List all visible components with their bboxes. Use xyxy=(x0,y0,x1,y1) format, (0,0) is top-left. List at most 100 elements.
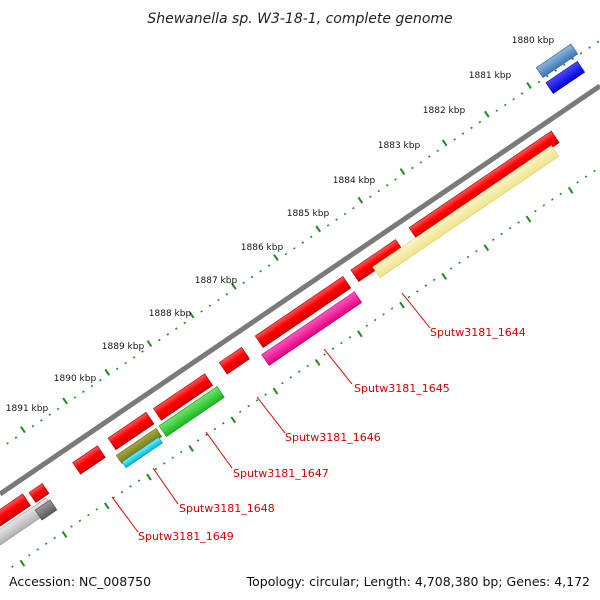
minor-tick xyxy=(520,92,524,95)
leader-line xyxy=(401,292,431,329)
minor-tick xyxy=(284,252,288,256)
minor-tick xyxy=(264,393,267,396)
minor-tick xyxy=(238,410,242,414)
minor-tick xyxy=(508,227,512,230)
gene-sputw3181-1644 xyxy=(408,130,560,240)
minor-tick xyxy=(44,542,48,545)
minor-tick xyxy=(250,275,254,279)
gene-label[interactable]: Sputw3181_1646 xyxy=(285,431,381,444)
minor-tick xyxy=(70,525,73,528)
minor-tick xyxy=(579,52,583,55)
leader-line xyxy=(111,496,139,533)
minor-tick xyxy=(475,249,478,253)
major-tick xyxy=(230,416,237,424)
minor-tick xyxy=(183,321,186,325)
minor-tick xyxy=(390,307,394,310)
gene-labels: Sputw3181_1644 Sputw3181_1645 Sputw3181_… xyxy=(138,326,526,543)
gene-label[interactable]: Sputw3181_1644 xyxy=(430,326,526,339)
leader-line xyxy=(323,348,353,385)
gene-feature xyxy=(372,145,560,279)
gene-label[interactable]: Sputw3181_1645 xyxy=(354,382,450,395)
gene-label[interactable]: Sputw3181_1649 xyxy=(138,530,234,543)
minor-tick xyxy=(222,422,225,425)
minor-tick xyxy=(112,496,115,500)
major-tick xyxy=(315,225,321,233)
tick-label: 1888 kbp xyxy=(149,309,192,319)
minor-tick xyxy=(394,178,397,181)
minor-tick xyxy=(301,241,305,244)
minor-tick xyxy=(495,109,499,112)
topology-text: Topology: circular; Length: 4,708,380 bp… xyxy=(246,574,590,589)
major-tick xyxy=(567,186,574,194)
minor-tick xyxy=(365,324,369,327)
minor-tick xyxy=(28,553,31,557)
major-tick xyxy=(230,282,237,290)
gene-feature xyxy=(218,346,250,375)
minor-tick xyxy=(348,336,352,339)
gene-feature xyxy=(261,291,363,366)
minor-tick xyxy=(242,281,246,284)
minor-tick xyxy=(213,427,217,431)
outer-tick-ring xyxy=(6,40,600,445)
minor-tick xyxy=(40,419,43,422)
gene-feature xyxy=(34,499,58,521)
gene-feature xyxy=(121,436,163,469)
tick-label: 1886 kbp xyxy=(241,243,284,253)
tick-label: 1880 kbp xyxy=(512,36,555,46)
minor-tick xyxy=(129,485,132,488)
minor-tick xyxy=(500,232,503,236)
minor-tick xyxy=(267,264,271,267)
major-tick xyxy=(61,531,68,538)
minor-tick xyxy=(424,284,428,287)
minor-tick xyxy=(563,63,566,67)
minor-tick xyxy=(584,175,588,178)
major-tick xyxy=(399,168,406,175)
minor-tick xyxy=(99,379,102,382)
gene-feature xyxy=(158,386,225,438)
major-tick xyxy=(483,244,490,252)
major-tick xyxy=(188,311,195,319)
minor-tick xyxy=(593,169,596,173)
gene-feature xyxy=(254,276,352,348)
minor-tick xyxy=(512,97,515,101)
major-tick xyxy=(357,196,364,204)
minor-tick xyxy=(90,384,94,388)
tick-label: 1890 kbp xyxy=(54,374,97,384)
minor-tick xyxy=(326,224,330,227)
major-tick xyxy=(272,387,279,395)
tick-label: 1891 kbp xyxy=(6,404,49,414)
major-tick xyxy=(62,397,68,405)
gene-feature xyxy=(0,493,31,529)
minor-tick xyxy=(466,255,470,259)
minor-tick xyxy=(419,161,423,164)
major-tick xyxy=(103,502,110,510)
gene-feature xyxy=(153,373,213,421)
gene-label[interactable]: Sputw3181_1648 xyxy=(179,502,275,515)
major-tick xyxy=(273,254,279,262)
map-title: Shewanella sp. W3-18-1, complete genome xyxy=(147,11,452,27)
minor-tick xyxy=(453,138,456,141)
major-tick xyxy=(104,368,111,376)
minor-tick xyxy=(200,310,203,313)
minor-tick xyxy=(56,407,60,411)
minor-tick xyxy=(449,267,453,270)
minor-tick xyxy=(503,103,507,107)
tick-label: 1883 kbp xyxy=(378,141,421,151)
tick-label: 1887 kbp xyxy=(195,276,238,286)
minor-tick xyxy=(293,247,296,250)
gene-label[interactable]: Sputw3181_1647 xyxy=(233,467,329,480)
major-tick xyxy=(146,473,152,481)
major-tick xyxy=(441,272,447,280)
minor-tick xyxy=(95,508,99,511)
minor-tick xyxy=(87,513,90,517)
minor-tick xyxy=(6,442,9,445)
leader-line xyxy=(256,396,286,434)
tick-labels: 1880 kbp 1881 kbp 1882 kbp 1883 kbp 1884 kbp… xyxy=(6,36,555,414)
minor-tick xyxy=(281,381,284,385)
minor-tick xyxy=(141,350,144,353)
minor-tick xyxy=(78,519,82,523)
leader-line xyxy=(152,467,179,505)
minor-tick xyxy=(14,436,18,439)
minor-tick xyxy=(559,192,563,196)
minor-tick xyxy=(297,370,301,373)
